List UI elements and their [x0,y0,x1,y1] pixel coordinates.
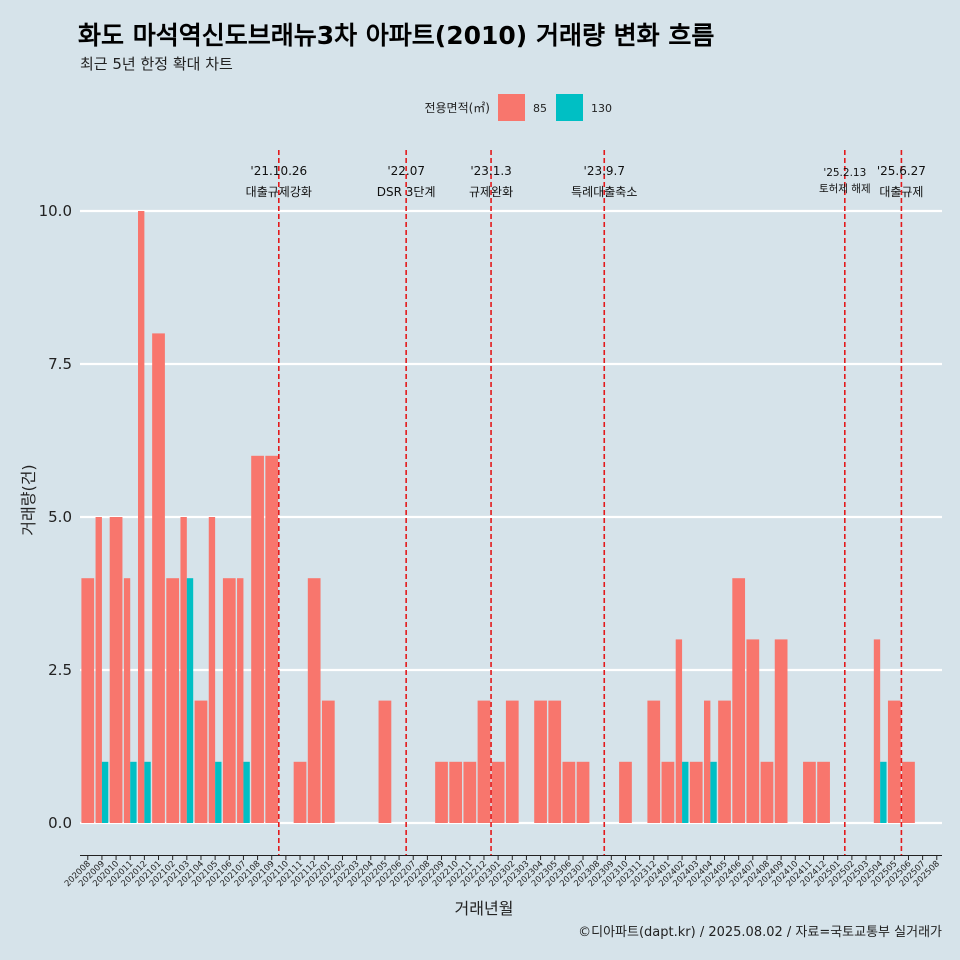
y-axis: 0.0 2.5 5.0 7.5 10.0 [39,202,72,832]
bar-85 [81,578,95,823]
bar-85 [321,700,335,823]
chart-title: 화도 마석역신도브래뉴3차 아파트(2010) 거래량 변화 흐름 [78,21,714,50]
annotation-date: '25.2.13 [823,167,866,179]
bar-85 [774,639,788,823]
bar-85 [562,761,576,823]
bar-85 [760,761,774,823]
annotation-label: 특례대출축소 [571,185,637,199]
annotation-lines: '21.10.26 대출규제강화 '22.07 DSR 3단계 '23.1.3 규제완화 '… [246,150,926,855]
bar-85 [477,700,491,823]
x-axis-title: 거래년월 [455,899,514,918]
bar-85 [689,761,703,823]
annotation-date: '25.6.27 [877,164,926,178]
bars [81,211,915,823]
y-tick-label: 2.5 [48,661,72,679]
annotation-date: '22.07 [387,164,425,178]
bar-85 [873,639,881,823]
bar-85 [704,700,711,823]
bar-130 [186,578,194,823]
annotation-label: 대출규제 [879,185,923,199]
bar-85 [661,761,675,823]
bar-85 [619,761,632,823]
annotation-label: 대출규제강화 [246,185,312,199]
bar-85 [576,761,590,823]
legend: 전용면적(㎡) 85 130 [424,94,612,121]
legend-label-130: 130 [591,102,612,115]
legend-swatch-85 [498,94,525,121]
bar-85 [123,578,131,823]
bar-85 [902,761,915,823]
bar-130 [215,761,222,823]
bar-85 [803,761,816,823]
y-tick-label: 7.5 [48,355,72,373]
bar-85 [265,455,279,823]
annotation-date: '23.1.3 [470,164,511,178]
bar-85 [463,761,477,823]
bar-85 [746,639,760,823]
bar-85 [505,700,519,823]
bar-85 [166,578,180,823]
legend-label-85: 85 [533,102,547,115]
bar-130 [101,761,109,823]
y-tick-label: 0.0 [48,814,72,832]
bar-85 [647,700,661,823]
bar-85 [138,211,145,823]
bar-85 [194,700,208,823]
bar-85 [887,700,901,823]
bar-130 [710,761,717,823]
bar-85 [548,700,562,823]
bar-130 [880,761,887,823]
bar-85 [675,639,683,823]
bar-85 [208,517,216,823]
bar-130 [130,761,137,823]
bar-85 [718,700,731,823]
x-axis: 2020082020092020102020112020122021012021… [63,855,942,889]
bar-130 [243,761,250,823]
bar-85 [449,761,463,823]
annotation-date: '21.10.26 [250,164,307,178]
annotation-date: '23.9.7 [584,164,625,178]
legend-title: 전용면적(㎡) [424,101,490,115]
bar-85 [491,761,505,823]
legend-swatch-130 [556,94,583,121]
bar-85 [152,333,165,823]
y-tick-label: 10.0 [39,202,72,220]
bar-85 [435,761,448,823]
chart-subtitle: 최근 5년 한정 확대 차트 [80,55,233,73]
bar-130 [144,761,151,823]
annotation-label: DSR 3단계 [377,185,436,199]
bar-130 [682,761,689,823]
bar-85 [817,761,830,823]
bar-85 [222,578,236,823]
bar-85 [307,578,321,823]
caption: ©디아파트(dapt.kr) / 2025.08.02 / 자료=국토교통부 실… [578,925,942,940]
bar-85 [237,578,244,823]
bar-85 [732,578,746,823]
bar-85 [95,517,102,823]
bar-85 [293,761,307,823]
bar-85 [109,517,123,823]
bar-85 [180,517,187,823]
annotation-label: 토허제 해제 [819,182,871,195]
y-axis-title: 거래량(건) [19,464,38,535]
annotation-label: 규제완화 [469,185,513,199]
y-tick-label: 5.0 [48,508,72,526]
bar-85 [251,455,264,823]
bar-85 [534,700,547,823]
bar-85 [378,700,392,823]
